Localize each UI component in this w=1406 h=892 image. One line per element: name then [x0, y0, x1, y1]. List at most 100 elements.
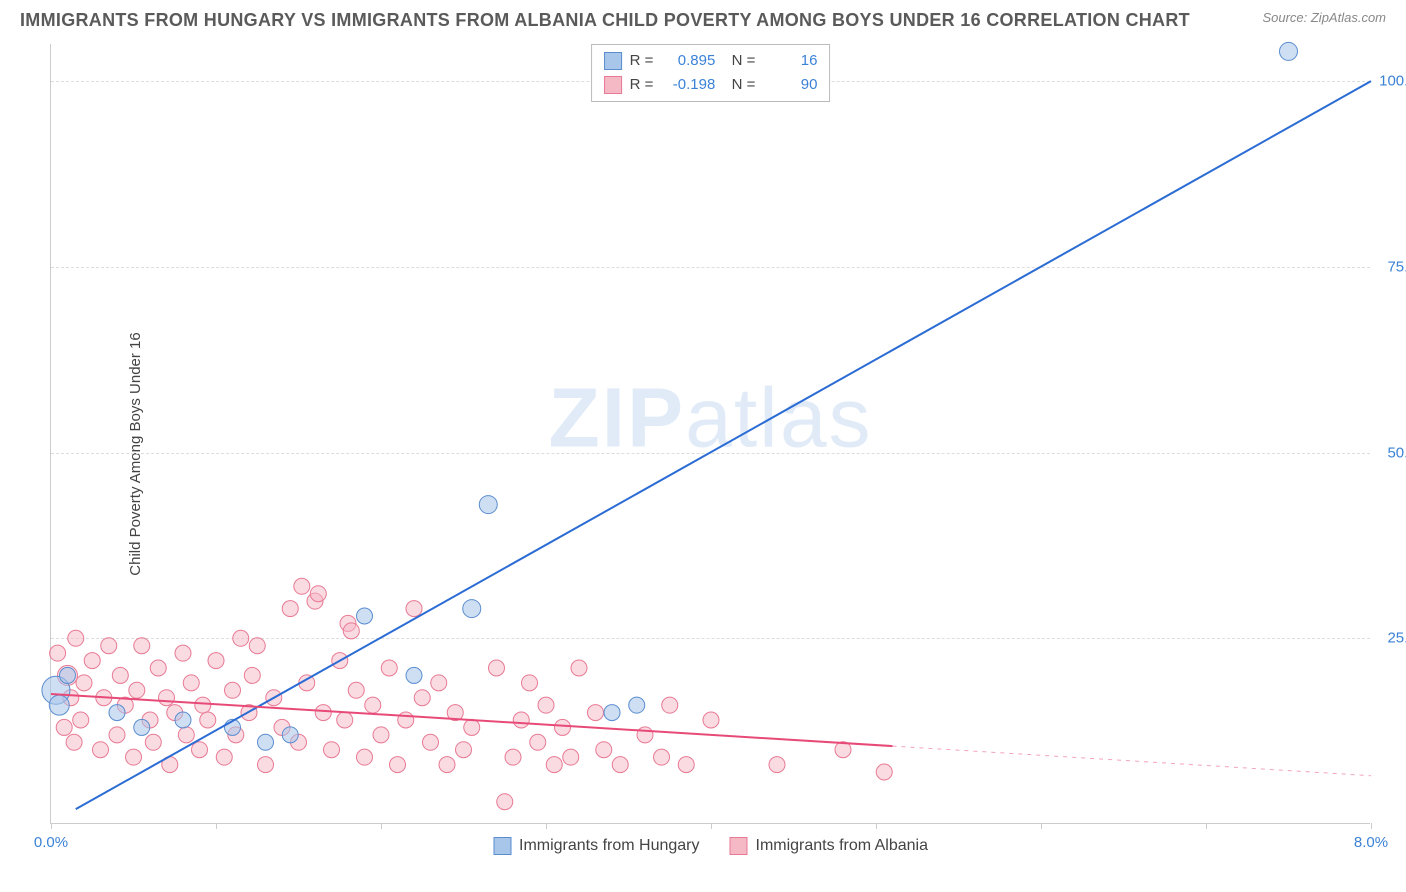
stat-n-hungary: 16 [763, 49, 817, 73]
scatter-point [134, 719, 150, 735]
stats-row-hungary: R = 0.895 N = 16 [604, 49, 818, 73]
scatter-point [175, 645, 191, 661]
scatter-point [244, 667, 260, 683]
scatter-point [513, 712, 529, 728]
scatter-point [497, 794, 513, 810]
trend-line-dashed [893, 746, 1372, 776]
scatter-point [637, 727, 653, 743]
stat-n-albania: 90 [763, 73, 817, 97]
chart-title: IMMIGRANTS FROM HUNGARY VS IMMIGRANTS FR… [20, 10, 1190, 31]
scatter-point [109, 727, 125, 743]
scatter-point [357, 608, 373, 624]
ytick-label: 25.0% [1387, 630, 1406, 647]
legend-swatch-albania [729, 837, 747, 855]
scatter-point [233, 630, 249, 646]
xtick [51, 823, 52, 829]
xtick [546, 823, 547, 829]
stat-r-label: R = [630, 49, 654, 73]
scatter-point [175, 712, 191, 728]
scatter-point [365, 697, 381, 713]
scatter-point [505, 749, 521, 765]
scatter-point [612, 757, 628, 773]
scatter-point [84, 653, 100, 669]
scatter-point [876, 764, 892, 780]
scatter-point [373, 727, 389, 743]
scatter-point [406, 601, 422, 617]
scatter-point [49, 695, 69, 715]
legend-label-albania: Immigrants from Albania [755, 837, 928, 855]
scatter-point [604, 705, 620, 721]
stat-r-label: R = [630, 73, 654, 97]
stats-row-albania: R = -0.198 N = 90 [604, 73, 818, 97]
scatter-point [381, 660, 397, 676]
scatter-point [555, 719, 571, 735]
scatter-point [439, 757, 455, 773]
scatter-point [195, 697, 211, 713]
source-attribution: Source: ZipAtlas.com [1262, 10, 1386, 25]
scatter-point [423, 734, 439, 750]
scatter-point [134, 638, 150, 654]
scatter-point [282, 601, 298, 617]
scatter-point [348, 682, 364, 698]
scatter-point [145, 734, 161, 750]
scatter-point [1280, 42, 1298, 60]
scatter-point [282, 727, 298, 743]
scatter-point [101, 638, 117, 654]
scatter-point [538, 697, 554, 713]
xtick [1371, 823, 1372, 829]
scatter-point [522, 675, 538, 691]
scatter-point [654, 749, 670, 765]
scatter-point [324, 742, 340, 758]
swatch-albania [604, 76, 622, 94]
ytick-label: 100.0% [1379, 73, 1406, 90]
stat-r-hungary: 0.895 [661, 49, 715, 73]
scatter-point [225, 682, 241, 698]
legend-item-hungary: Immigrants from Hungary [493, 837, 700, 855]
scatter-point [463, 600, 481, 618]
xtick [381, 823, 382, 829]
scatter-point [208, 653, 224, 669]
scatter-point [200, 712, 216, 728]
scatter-point [769, 757, 785, 773]
scatter-point [703, 712, 719, 728]
scatter-point [479, 496, 497, 514]
scatter-point [431, 675, 447, 691]
scatter-point [406, 667, 422, 683]
scatter-point [489, 660, 505, 676]
xtick-label: 8.0% [1354, 834, 1388, 851]
stat-r-albania: -0.198 [661, 73, 715, 97]
xtick-label: 0.0% [34, 834, 68, 851]
scatter-point [73, 712, 89, 728]
scatter-point [456, 742, 472, 758]
scatter-point [662, 697, 678, 713]
xtick [1041, 823, 1042, 829]
legend-label-hungary: Immigrants from Hungary [519, 837, 700, 855]
correlation-stats-box: R = 0.895 N = 16 R = -0.198 N = 90 [591, 44, 831, 102]
xtick [216, 823, 217, 829]
scatter-point [192, 742, 208, 758]
plot-area: ZIPatlas R = 0.895 N = 16 R = -0.198 N =… [50, 44, 1370, 824]
chart-container: Child Poverty Among Boys Under 16 ZIPatl… [50, 44, 1390, 864]
scatter-point [546, 757, 562, 773]
scatter-point [178, 727, 194, 743]
stat-n-label: N = [723, 73, 755, 97]
trend-line [76, 81, 1371, 809]
xtick [876, 823, 877, 829]
ytick-label: 50.0% [1387, 444, 1406, 461]
scatter-point [56, 719, 72, 735]
scatter-point [112, 667, 128, 683]
legend: Immigrants from Hungary Immigrants from … [493, 837, 928, 855]
xtick [711, 823, 712, 829]
scatter-point [398, 712, 414, 728]
scatter-point [563, 749, 579, 765]
scatter-point [76, 675, 92, 691]
scatter-point [50, 645, 66, 661]
scatter-point [258, 734, 274, 750]
scatter-point [66, 734, 82, 750]
xtick [1206, 823, 1207, 829]
scatter-point [183, 675, 199, 691]
scatter-point [315, 705, 331, 721]
ytick-label: 75.0% [1387, 258, 1406, 275]
scatter-point [629, 697, 645, 713]
stat-n-label: N = [723, 49, 755, 73]
